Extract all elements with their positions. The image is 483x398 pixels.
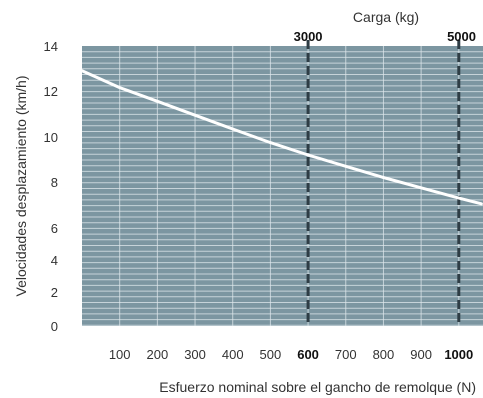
x-tick-label: 700 [335,347,357,362]
plot-background [82,46,483,326]
y-tick-label: 6 [51,221,58,236]
y-axis-label: Velocidades desplazamiento (km/h) [13,75,29,296]
y-tick-label: 4 [51,253,58,268]
top-tick-label: 3000 [294,29,323,44]
x-tick-label: 600 [297,347,319,362]
x-tick-label: 900 [410,347,432,362]
y-tick-label: 12 [44,84,58,99]
x-axis-label: Esfuerzo nominal sobre el gancho de remo… [159,379,476,395]
x-tick-label: 300 [184,347,206,362]
x-tick-label: 400 [222,347,244,362]
x-tick-label: 1000 [444,347,473,362]
y-tick-label: 2 [51,285,58,300]
grid-lines [82,46,483,326]
y-tick-label: 0 [51,319,58,334]
series-line [80,69,483,206]
x-tick-label: 200 [147,347,169,362]
x-tick-label: 800 [373,347,395,362]
x-tick-label: 100 [109,347,131,362]
y-tick-label: 14 [44,39,58,54]
x-tick-label: 500 [260,347,282,362]
top-tick-label: 5000 [447,29,476,44]
top-axis-label: Carga (kg) [353,9,419,25]
y-tick-label: 8 [51,175,58,190]
y-tick-label: 10 [44,130,58,145]
